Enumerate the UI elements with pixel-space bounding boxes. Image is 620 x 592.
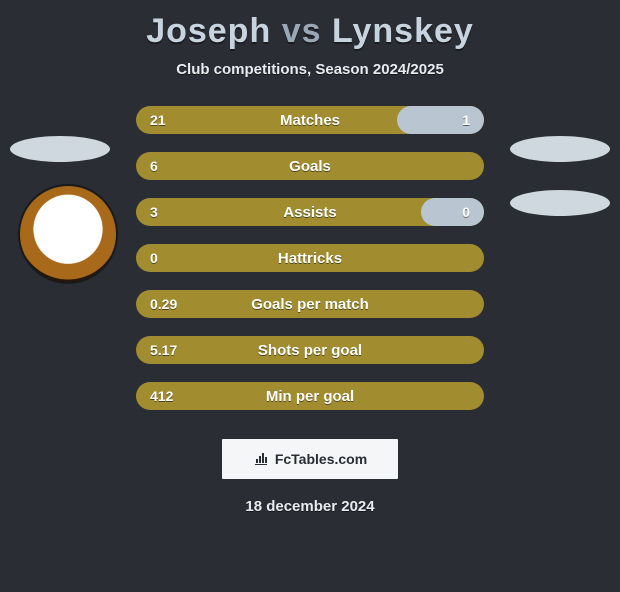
stat-row: 21Matches1 <box>136 106 484 134</box>
subtitle: Club competitions, Season 2024/2025 <box>0 61 620 78</box>
stat-label: Hattricks <box>136 250 484 267</box>
stat-row: 412Min per goal <box>136 382 484 410</box>
stat-row: 5.17Shots per goal <box>136 336 484 364</box>
stat-label: Min per goal <box>136 388 484 405</box>
stat-row: 0Hattricks <box>136 244 484 272</box>
stat-label: Shots per goal <box>136 342 484 359</box>
chart-icon <box>253 450 269 469</box>
stat-row: 3Assists0 <box>136 198 484 226</box>
player2-name: Lynskey <box>332 12 474 50</box>
stat-label: Assists <box>136 204 484 221</box>
brand-label: FcTables.com <box>275 451 367 467</box>
stat-row: 6Goals <box>136 152 484 180</box>
team-logo-placeholder-top-left <box>10 136 110 162</box>
team-logo-placeholder-top-right <box>510 136 610 162</box>
player1-name: Joseph <box>146 12 271 50</box>
stat-label: Goals <box>136 158 484 175</box>
club-badge-icon <box>18 184 118 284</box>
stat-row: 0.29Goals per match <box>136 290 484 318</box>
stat-label: Goals per match <box>136 296 484 313</box>
comparison-title: Joseph vs Lynskey <box>0 12 620 51</box>
date-label: 18 december 2024 <box>0 498 620 515</box>
stat-label: Matches <box>136 112 484 129</box>
vs-label: vs <box>282 12 322 50</box>
brand-pill[interactable]: FcTables.com <box>221 438 399 480</box>
team-logo-placeholder-bottom-right <box>510 190 610 216</box>
